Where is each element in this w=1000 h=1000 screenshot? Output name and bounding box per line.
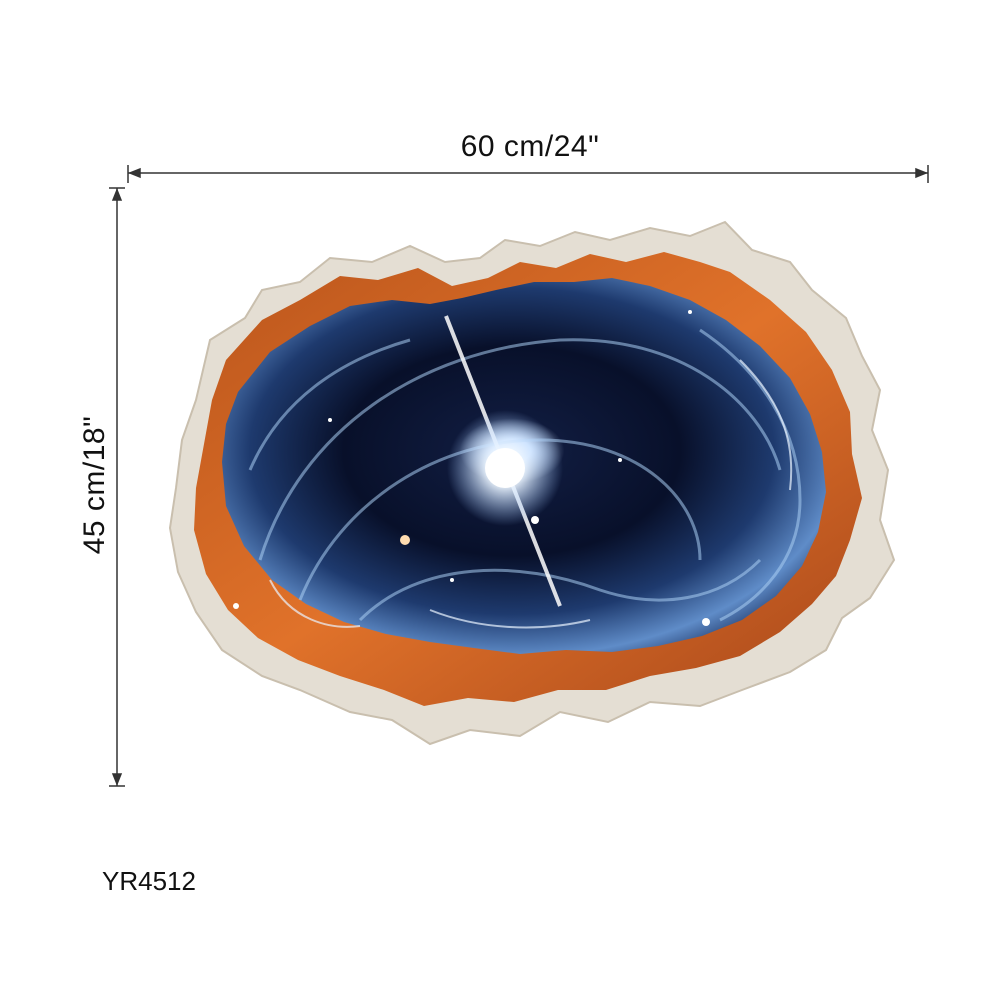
vortex-highlight-streaks (269, 359, 793, 629)
height-dimension-label: 45 cm/18" (78, 415, 111, 555)
product-code: YR4512 (102, 866, 196, 896)
width-dimension-line (127, 165, 929, 183)
width-dimension-label: 60 cm/24" (460, 130, 600, 163)
stars (233, 310, 710, 626)
height-dimension-line (109, 187, 125, 787)
bright-core (485, 448, 525, 488)
